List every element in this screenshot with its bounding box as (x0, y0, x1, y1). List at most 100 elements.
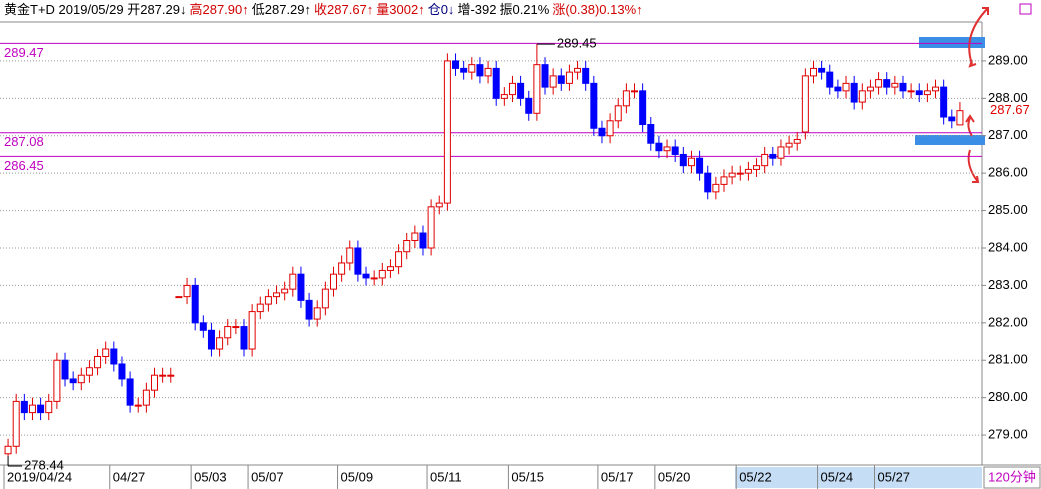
candle-body (443, 60, 451, 204)
candle-body (362, 273, 370, 279)
candle-body (712, 183, 720, 193)
y-tick-label: 287.00 (988, 127, 1028, 142)
candle-body (151, 374, 159, 391)
candle-body (329, 273, 337, 290)
candle-body (354, 247, 362, 275)
candle-body (866, 86, 874, 92)
y-tick-label: 286.00 (988, 165, 1028, 180)
reference-label: 286.45 (4, 158, 44, 173)
candle-body (53, 359, 61, 402)
x-tick-label: 05/22 (739, 469, 772, 484)
candle-body (639, 90, 647, 126)
candle-body (199, 322, 207, 331)
candle-body (411, 232, 419, 242)
candle-body (899, 82, 907, 92)
candle-body (801, 75, 809, 133)
reference-label: 289.47 (4, 45, 44, 60)
candle-body (28, 404, 36, 414)
candle-body (956, 110, 964, 126)
candle-body (476, 64, 484, 77)
candle-body (932, 86, 940, 92)
candle-body (289, 273, 297, 290)
candle-body (256, 303, 264, 313)
candle-body (85, 367, 93, 376)
arrow (967, 149, 979, 183)
candle-body (834, 86, 842, 92)
candle-body (704, 172, 712, 193)
candle-body (297, 273, 305, 301)
candle-body (232, 326, 240, 329)
x-tick-label: 05/20 (658, 469, 691, 484)
candle-body (484, 67, 492, 77)
header-item: 仓0↓ (428, 2, 455, 17)
candle-body (61, 359, 69, 380)
candle-body (110, 348, 118, 365)
candle-body (386, 266, 394, 271)
x-tick-label: 05/17 (601, 469, 634, 484)
y-tick-label: 280.00 (988, 389, 1028, 404)
marker-bar[interactable] (919, 37, 985, 48)
candle-body (614, 105, 622, 122)
x-tick-label: 05/09 (341, 469, 374, 484)
candle-body (590, 82, 598, 129)
scroll-region[interactable] (735, 467, 982, 488)
candle-body (606, 120, 614, 137)
y-tick-label: 281.00 (988, 352, 1028, 367)
candle-body (183, 284, 191, 298)
candle-body (102, 348, 110, 357)
candle-body (622, 90, 630, 107)
candle-body (663, 146, 671, 152)
candle-body (45, 400, 53, 414)
y-tick-label: 285.00 (988, 202, 1028, 217)
x-tick-label: 05/27 (878, 469, 911, 484)
period-box[interactable] (983, 466, 1041, 489)
candle-body (468, 64, 476, 73)
candle-body (525, 97, 533, 114)
candle-body (500, 94, 508, 99)
candle-body (948, 116, 956, 122)
candle-body (207, 329, 215, 350)
candle-body (346, 247, 354, 264)
candle-body (842, 82, 850, 92)
candle-body (907, 90, 915, 93)
candle-body (224, 326, 232, 339)
candle-body (134, 404, 142, 407)
reference-label: 287.08 (4, 134, 44, 149)
candle-body (875, 79, 883, 88)
header-item: 涨(0.38)0.13%↑ (552, 2, 642, 17)
y-tick-label: 279.00 (988, 427, 1028, 442)
candle-body (305, 299, 313, 320)
max-annotation: 289.45 (557, 36, 597, 51)
candle-body (769, 153, 777, 159)
candle-body (248, 311, 256, 350)
arrow-head (982, 7, 989, 15)
candle-body (696, 157, 704, 174)
candle-body (216, 337, 224, 350)
header-item: 黄金T+D 2019/05/29 开287.29↓ (4, 2, 186, 17)
candle-body (517, 82, 525, 99)
candle-body (818, 67, 826, 73)
arrow-head (965, 114, 975, 123)
candle-body (744, 168, 752, 174)
candle-body (720, 176, 728, 185)
candle-body (736, 172, 744, 175)
candle-body (582, 67, 590, 84)
candle-body (12, 400, 20, 447)
min-annotation: 278.44 (24, 457, 64, 472)
y-tick-label: 289.00 (988, 52, 1028, 67)
candle-body (167, 374, 175, 377)
candle-body (598, 127, 606, 137)
candle-body (313, 307, 321, 320)
candle-body (549, 75, 557, 88)
candle-body (557, 75, 565, 84)
corner-icon[interactable] (1019, 3, 1032, 15)
marker-bar[interactable] (915, 135, 985, 145)
candle-body (94, 355, 102, 369)
header-item: 振0.21% (499, 2, 549, 17)
header-item: 量3002↑ (376, 2, 424, 17)
candle-body (647, 124, 655, 144)
arrow-head (972, 175, 980, 183)
candle-body (565, 71, 573, 84)
